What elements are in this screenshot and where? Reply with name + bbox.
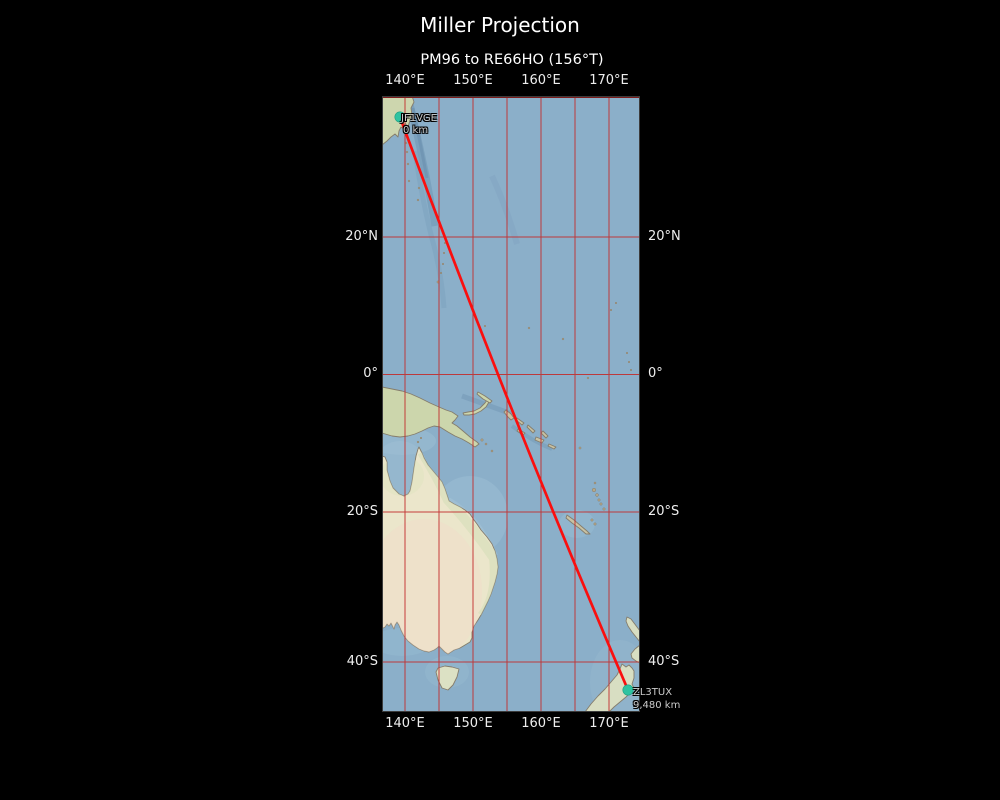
lat-tick-left-20n: 20°N <box>345 229 378 244</box>
landmasses <box>382 96 640 712</box>
lon-tick-top-160e: 160°E <box>521 73 561 88</box>
start-marker <box>394 111 406 123</box>
lat-tick-right-20n: 20°N <box>648 229 681 244</box>
page-title: Miller Projection <box>420 13 580 37</box>
island-santa-isabel <box>526 424 536 434</box>
island-new-caledonia <box>565 514 591 535</box>
map-border <box>382 96 640 712</box>
lat-tick-right-0: 0° <box>648 366 663 381</box>
route-subtitle: PM96 to RE66HO (156°T) <box>420 52 604 68</box>
end-callsign-label: ZL3TUX <box>633 687 673 698</box>
landmass-nz-taranaki <box>630 644 640 664</box>
lon-tick-bottom-140e: 140°E <box>385 716 425 731</box>
lat-tick-left-20s: 20°S <box>346 504 378 519</box>
lon-tick-top-150e: 150°E <box>453 73 493 88</box>
lon-tick-top-140e: 140°E <box>385 73 425 88</box>
small-islands <box>404 141 633 526</box>
start-distance-label: 0 km <box>403 125 429 136</box>
map-svg <box>382 96 640 712</box>
lat-tick-left-0: 0° <box>363 366 378 381</box>
landmass-new-guinea <box>382 386 480 448</box>
lat-tick-left-40s: 40°S <box>346 654 378 669</box>
end-distance-label: 9,480 km <box>633 700 681 711</box>
lat-tick-right-20s: 20°S <box>648 504 680 519</box>
lon-tick-bottom-170e: 170°E <box>589 716 629 731</box>
lon-tick-bottom-160e: 160°E <box>521 716 561 731</box>
lat-tick-right-40s: 40°S <box>648 654 680 669</box>
start-callsign-label: JF1VGE <box>401 113 437 124</box>
island-new-ireland <box>476 391 493 404</box>
island-malaita <box>540 430 549 439</box>
lon-tick-bottom-150e: 150°E <box>453 716 493 731</box>
map-canvas: JF1VGE 0 km ZL3TUX 9,480 km <box>382 96 680 712</box>
lon-tick-top-170e: 170°E <box>589 73 629 88</box>
end-marker <box>622 684 634 696</box>
landmass-nz-northland <box>625 616 640 643</box>
route-line <box>398 115 630 692</box>
landmass-tasmania <box>435 665 460 691</box>
graticule <box>382 96 640 712</box>
island-san-cristobal <box>547 443 557 450</box>
